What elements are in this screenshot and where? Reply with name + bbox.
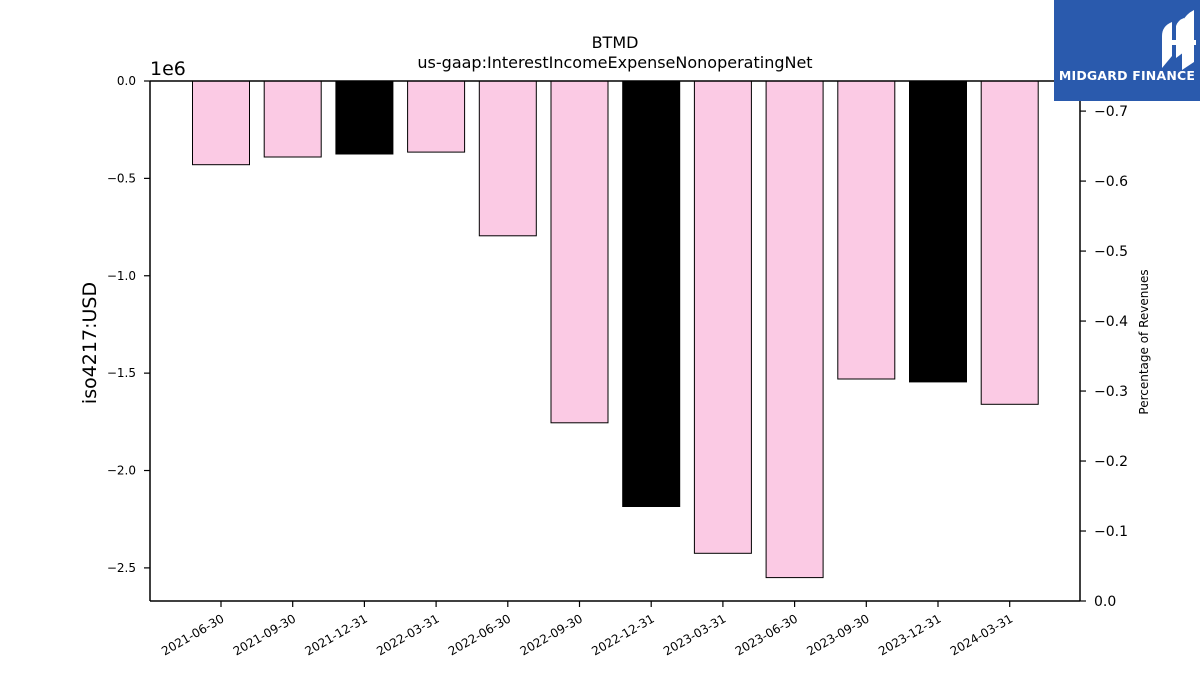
- bar-2023-09-30: [837, 80, 896, 380]
- x-tick-label: 2023-12-31: [876, 611, 943, 658]
- x-tick-label: 2021-06-30: [159, 611, 226, 658]
- y-offset-label: 1e6: [150, 58, 186, 80]
- bar-2021-12-31: [335, 80, 394, 155]
- y-tick-label: −0.5: [107, 171, 136, 185]
- y-right-tick-label: −0.2: [1094, 454, 1128, 470]
- x-tick-label: 2024-03-31: [948, 611, 1015, 658]
- x-tick-label: 2021-09-30: [231, 611, 298, 658]
- y-right-tick-label: −0.4: [1094, 314, 1128, 330]
- y-right-tick-label: 0.0: [1094, 594, 1116, 610]
- chart-title: BTMD: [592, 33, 639, 52]
- chart-subtitle: us-gaap:InterestIncomeExpenseNonoperatin…: [417, 53, 812, 72]
- bar-2022-03-31: [407, 80, 466, 153]
- y-right-tick-label: −0.6: [1094, 174, 1128, 190]
- bar-2023-12-31: [909, 80, 967, 383]
- y-tick-label: −1.5: [107, 366, 136, 380]
- y-right-tick-label: −0.3: [1094, 384, 1128, 400]
- x-tick-label: 2023-03-31: [661, 611, 728, 658]
- x-tick-label: 2023-06-30: [733, 611, 800, 658]
- x-tick-label: 2022-09-30: [518, 611, 585, 658]
- x-tick-label: 2021-12-31: [302, 611, 369, 658]
- logo-text: MIDGARD FINANCE: [1058, 68, 1196, 83]
- y-right-tick-label: −0.5: [1094, 244, 1128, 260]
- bar-2024-03-31: [980, 80, 1039, 405]
- bar-2021-09-30: [263, 80, 322, 158]
- y-right-tick-label: −0.7: [1094, 104, 1128, 120]
- x-tick-label: 2022-06-30: [446, 611, 513, 658]
- y-axis-label: iso4217:USD: [79, 282, 101, 404]
- logo-mark-icon: [1162, 10, 1196, 70]
- y-tick-label: −2.0: [107, 464, 136, 478]
- y-tick-label: 0.0: [117, 74, 136, 88]
- bar-2022-09-30: [550, 80, 609, 424]
- bar-2022-06-30: [478, 80, 537, 237]
- x-tick-label: 2022-03-31: [374, 611, 441, 658]
- bar-2021-06-30: [192, 80, 250, 166]
- y-tick-label: −2.5: [107, 561, 136, 575]
- x-tick-label: 2023-09-30: [804, 611, 871, 658]
- y-axis-right-label: Percentage of Revenues: [1137, 269, 1151, 414]
- bar-2023-06-30: [765, 80, 824, 579]
- midgard-finance-logo: MIDGARD FINANCE: [1054, 0, 1200, 101]
- y-tick-label: −1.0: [107, 269, 136, 283]
- y-right-tick-label: −0.1: [1094, 524, 1128, 540]
- x-tick-label: 2022-12-31: [589, 611, 656, 658]
- bar-2023-03-31: [693, 80, 752, 554]
- bar-2022-12-31: [622, 80, 681, 507]
